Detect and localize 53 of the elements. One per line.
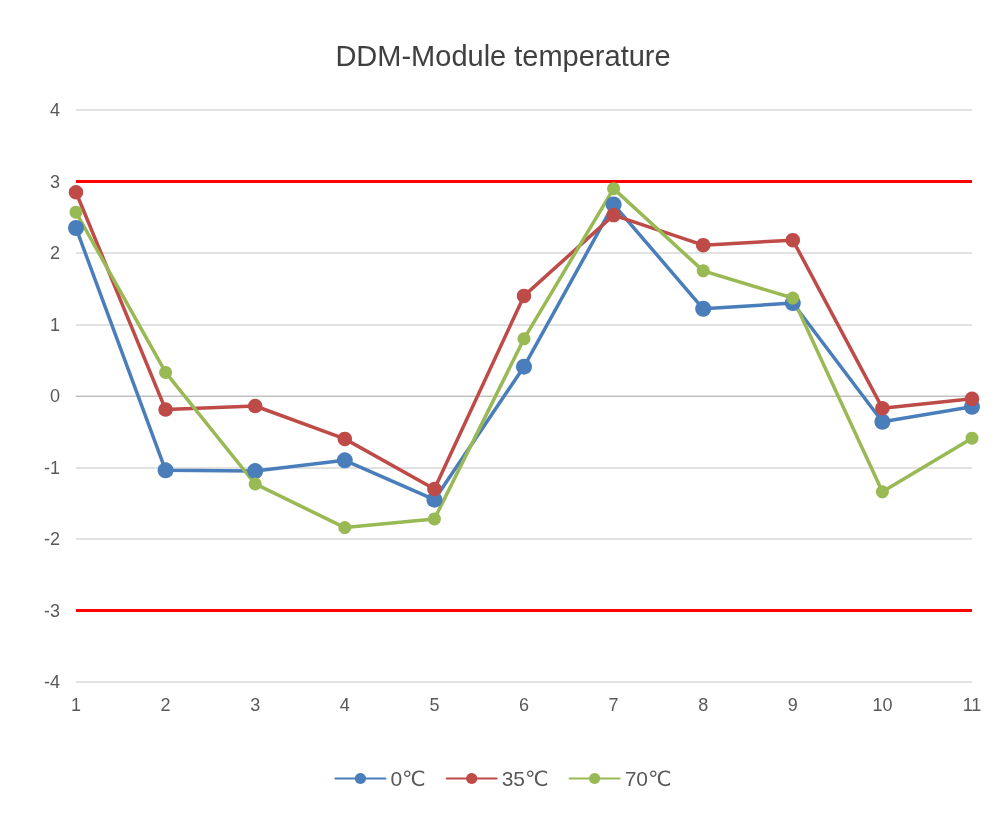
point [517,332,531,346]
point [247,398,263,414]
y-tick-label: -2 [43,529,60,549]
x-tick-label: 6 [518,695,530,715]
point [338,521,352,535]
point [68,184,84,200]
point [427,512,441,526]
point [336,452,353,469]
point [247,463,264,480]
chart-title: DDM-Module temperature [335,39,671,72]
y-tick-label: -1 [43,457,60,478]
y-tick-label: 1 [49,314,60,335]
point [516,288,532,304]
point [695,300,712,317]
x-tick-label: 9 [787,695,798,715]
point [874,413,891,430]
x-tick-label: 10 [872,695,893,715]
point [875,485,889,499]
y-tick-label: 4 [49,100,60,120]
point [68,219,84,236]
point [786,291,800,305]
point [157,462,174,479]
y-tick-label: 3 [49,171,60,192]
point [158,402,173,417]
point [159,365,173,379]
point [337,431,353,447]
legend-label: 70℃ [624,767,672,790]
point [695,237,711,253]
x-tick-label: 5 [429,695,440,715]
point [607,182,621,196]
point [965,431,979,445]
x-tick-label: 2 [160,695,171,715]
point [69,205,83,219]
x-tick-label: 7 [608,695,619,715]
point [964,391,980,407]
x-tick-label: 1 [70,695,82,715]
y-tick-label: 0 [49,386,60,406]
x-tick-label: 3 [250,695,261,715]
y-tick-label: -4 [43,672,60,692]
point [516,358,532,375]
point [696,264,710,278]
point [427,481,442,497]
point [875,400,890,416]
point [248,477,262,491]
y-tick-label: 2 [49,243,60,263]
x-tick-label: 11 [962,695,982,715]
x-tick-label: 8 [698,695,709,715]
point [785,232,801,248]
legend-label: 0℃ [390,767,426,790]
legend-label: 35℃ [501,767,549,790]
y-tick-label: -3 [43,600,60,621]
point [606,207,621,223]
x-tick-label: 4 [339,695,350,715]
